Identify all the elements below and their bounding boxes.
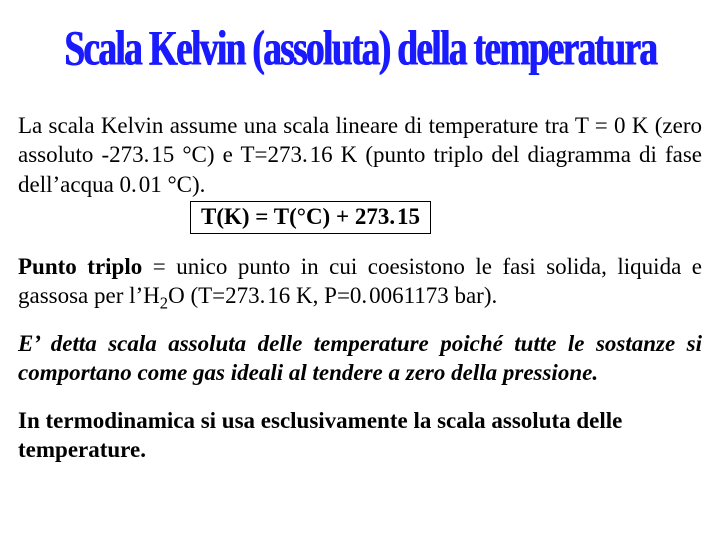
triple-point-label: Punto triplo xyxy=(18,254,142,279)
formula-container: T(K) = T(°C) + 273. 15 xyxy=(18,201,702,233)
paragraph-absolute-scale: E’ detta scala assoluta delle temperatur… xyxy=(18,329,702,388)
paragraph-intro: La scala Kelvin assume una scala lineare… xyxy=(18,111,702,234)
h2o-subscript: 2 xyxy=(160,294,168,313)
conversion-formula: T(K) = T(°C) + 273. 15 xyxy=(190,201,431,233)
paragraph-triple-point: Punto triplo = unico punto in cui coesis… xyxy=(18,252,702,311)
triple-point-text-b: O (T=273. 16 K, P=0. 0061173 bar). xyxy=(168,283,497,308)
paragraph-thermodynamics: In termodinamica si usa esclusivamente l… xyxy=(18,406,702,465)
intro-text: La scala Kelvin assume una scala lineare… xyxy=(18,113,702,197)
slide-title: Scala Kelvin (assoluta) della temperatur… xyxy=(18,20,702,78)
